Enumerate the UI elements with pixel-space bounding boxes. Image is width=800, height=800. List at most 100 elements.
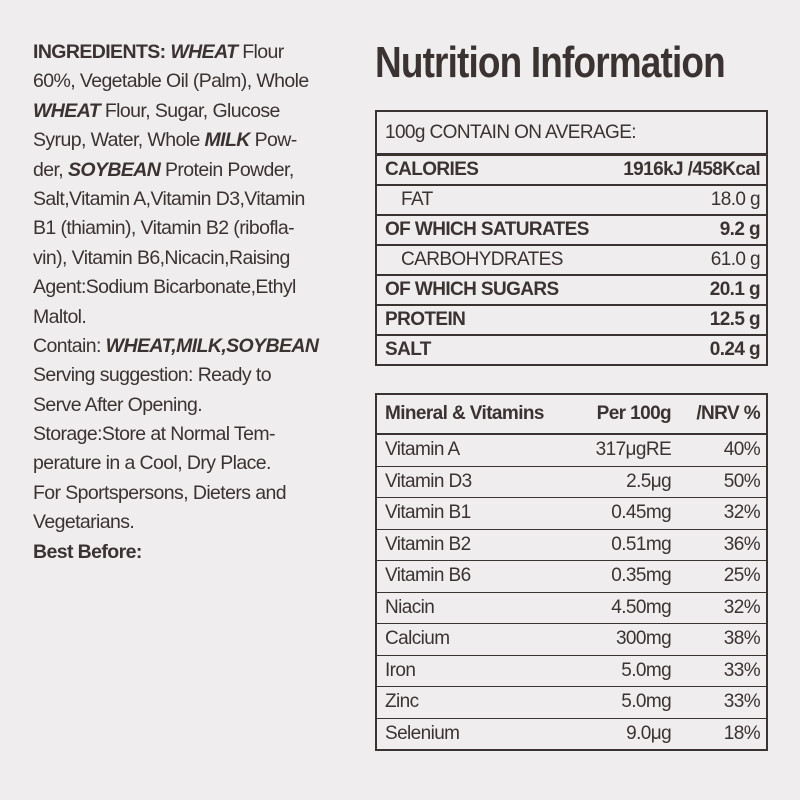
vitamin-value: 18% — [677, 718, 767, 751]
vitamin-value: 2.5μg — [574, 466, 678, 498]
header-cell: 100g CONTAIN ON AVERAGE: — [376, 111, 767, 156]
nutrient-name: OF WHICH SATURATES — [376, 215, 607, 246]
text-run: WHEAT — [170, 41, 238, 63]
ingredients: INGREDIENTS: WHEAT Flour 60%, Vegetable O… — [33, 38, 363, 567]
vitamins-table: Mineral & Vitamins Per 100g/NRV % Vitamin … — [375, 393, 768, 751]
vitamin-name: Zinc — [376, 686, 575, 719]
vitamin-value: 0.45mg — [574, 497, 678, 530]
vitamin-row: Niacin 4.50mg 32% — [376, 592, 767, 624]
text-run: Contain: — [33, 334, 106, 357]
vitamin-row: Selenium 9.0μg 18% — [376, 718, 767, 751]
vitamin-value: 5.0mg — [574, 686, 678, 719]
vitamin-value: 300mg — [574, 623, 678, 656]
vitamin-name: Vitamin A — [376, 434, 575, 467]
nutrient-row: CARBOHYDRATES 61.0 g — [376, 245, 767, 276]
text-run: Protein Powder, — [160, 158, 294, 181]
text-run: Pow- — [249, 129, 298, 152]
text-run: Syrup, Water, Whole — [33, 129, 205, 152]
nutrient-row: OF WHICH SATURATES 9.2 g — [376, 215, 767, 246]
vitamin-value: 32% — [677, 592, 767, 624]
nutrient-row: PROTEIN 12.5 g — [376, 305, 767, 336]
vitamin-row: Vitamin B2 0.51mg 36% — [376, 529, 767, 561]
vitamin-value: 33% — [677, 655, 767, 687]
text-line: Agent:Sodium Bicarbonate,Ethyl — [33, 273, 363, 302]
vitamin-value: 33% — [677, 686, 767, 719]
text-line: Serving suggestion: Ready to — [33, 361, 363, 390]
text-run: Maltol. — [33, 305, 87, 328]
nutrient-value: 9.2 g — [606, 215, 767, 246]
header-cell: /NRV % — [677, 394, 767, 435]
text-run: perature in a Cool, Dry Place. — [33, 452, 271, 475]
vitamin-value: 0.35mg — [574, 560, 678, 593]
vitamin-value: 25% — [677, 560, 767, 593]
text-line: Best Before: — [33, 538, 363, 567]
vitamin-value: 9.0μg — [574, 718, 678, 751]
vitamin-name: Vitamin B1 — [376, 497, 575, 530]
nutrient-row: CALORIES 1916kJ /458Kcal — [376, 154, 767, 186]
text-run: WHEAT — [33, 99, 101, 122]
nutrition-table: 100g CONTAIN ON AVERAGE: CALORIES 1916kJ /… — [375, 110, 768, 366]
vitamin-value: 5.0mg — [574, 655, 678, 687]
vitamin-value: 36% — [677, 529, 767, 561]
text-run: Serving suggestion: Ready to — [33, 364, 272, 387]
text-run: Salt,Vitamin A,Vitamin D3,Vitamin — [33, 187, 305, 210]
text-run: Best Before: — [33, 540, 142, 563]
text-line: 60%, Vegetable Oil (Palm), Whole — [33, 67, 363, 96]
nutrient-name: CARBOHYDRATES — [376, 245, 607, 276]
text-line: perature in a Cool, Dry Place. — [33, 449, 363, 478]
vitamin-value: 38% — [677, 623, 767, 656]
nutrient-value: 20.1 g — [606, 275, 767, 306]
vitamin-row: Iron 5.0mg 33% — [376, 655, 767, 687]
text-line: Serve After Opening. — [33, 391, 363, 420]
nutrient-name: OF WHICH SUGARS — [376, 275, 607, 306]
vitamin-row: Vitamin D3 2.5μg 50% — [376, 466, 767, 498]
text-run: Storage:Store at Normal Tem- — [33, 423, 275, 446]
text-line: For Sportspersons, Dieters and — [33, 479, 363, 508]
vitamin-row: Vitamin B1 0.45mg 32% — [376, 497, 767, 530]
header-row: 100g CONTAIN ON AVERAGE: — [376, 111, 767, 156]
vitamin-name: Calcium — [376, 623, 575, 656]
vitamin-row: Calcium 300mg 38% — [376, 623, 767, 656]
nutrient-value: 12.5 g — [606, 305, 767, 336]
vitamin-row: Vitamin B6 0.35mg 25% — [376, 560, 767, 593]
text-run: Vegetarians. — [33, 511, 135, 534]
text-run: SOYBEAN — [67, 158, 161, 181]
text-line: Vegetarians. — [33, 508, 363, 537]
text-run: Flour, Sugar, Glucose — [100, 99, 281, 122]
vitamin-name: Vitamin B6 — [376, 560, 575, 593]
text-run: Agent:Sodium Bicarbonate,Ethyl — [33, 276, 296, 299]
nutrient-name: PROTEIN — [376, 305, 607, 336]
header-row: Mineral & Vitamins Per 100g/NRV % — [376, 394, 767, 435]
text-run: MILK — [204, 129, 251, 152]
nutrient-row: OF WHICH SUGARS 20.1 g — [376, 275, 767, 306]
vitamin-name: Vitamin D3 — [376, 466, 575, 498]
text-line: Storage:Store at Normal Tem- — [33, 420, 363, 449]
text-line: Contain: WHEAT,MILK,SOYBEAN — [33, 332, 363, 361]
nutrient-row: SALT 0.24 g — [376, 335, 767, 366]
vitamin-name: Vitamin B2 — [376, 529, 575, 561]
text-line: WHEAT Flour, Sugar, Glucose — [33, 97, 363, 126]
text-line: vin), Vitamin B6,Nicacin,Raising — [33, 244, 363, 273]
nutrient-value: 18.0 g — [606, 185, 767, 216]
text-run: For Sportspersons, Dieters and — [33, 481, 287, 504]
text-run: B1 (thiamin), Vitamin B2 (ribofla- — [33, 217, 295, 240]
text-line: Maltol. — [33, 303, 363, 332]
vitamin-value: 317μgRE — [574, 434, 678, 467]
nutrient-value: 0.24 g — [606, 335, 767, 366]
nutrient-value: 1916kJ /458Kcal — [606, 154, 767, 186]
vitamin-name: Iron — [376, 655, 575, 687]
nutrient-row: FAT 18.0 g — [376, 185, 767, 216]
text-line: INGREDIENTS: WHEAT Flour — [33, 38, 363, 67]
header-cell: Mineral & Vitamins — [376, 394, 575, 435]
nutrition-title: Nutrition Information — [375, 38, 726, 87]
text-run: WHEAT,MILK,SOYBEAN — [105, 334, 319, 357]
vitamin-value: 0.51mg — [574, 529, 678, 561]
text-run: vin), Vitamin B6,Nicacin,Raising — [33, 246, 290, 269]
vitamin-row: Zinc 5.0mg 33% — [376, 686, 767, 719]
text-run: Serve After Opening. — [33, 393, 203, 416]
text-run: INGREDIENTS: — [33, 41, 171, 63]
text-line: Syrup, Water, Whole MILK Pow- — [33, 126, 363, 155]
nutrient-name: CALORIES — [376, 154, 607, 186]
vitamin-row: Vitamin A 317μgRE 40% — [376, 434, 767, 467]
